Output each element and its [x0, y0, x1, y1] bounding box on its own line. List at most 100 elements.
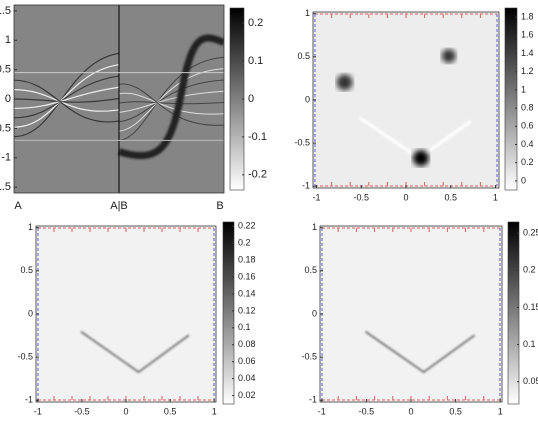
colorbar-tick-label: 0.14: [238, 288, 256, 298]
v-shape: [80, 330, 190, 374]
colorbar-tick-label: 0.6: [521, 121, 534, 131]
y-tick-label: -0.5: [294, 138, 310, 148]
colorbar: [229, 7, 245, 191]
colorbar-tick-label: 1.2: [521, 66, 534, 76]
y-tick-label: 0: [28, 308, 33, 318]
y-tick-label: 0.5: [0, 64, 11, 76]
wave-curve: [118, 56, 224, 142]
wave-curve: [118, 90, 224, 113]
colorbar-tick-label: 0.18: [238, 254, 256, 264]
panel: -1.5 -1 -0.5 0 0.5 1 1.5 A A|B B -0.2 -0.1 0 0.1 0.2: [0, 4, 267, 212]
colorbar-tick-label: 1.8: [521, 11, 534, 21]
colorbar-tick-label: 0.16: [238, 271, 256, 281]
x-category-label: A|B: [110, 200, 128, 212]
colorbar-tick-label: 0.05: [523, 376, 538, 386]
colorbar-tick-label: 0.12: [238, 305, 256, 315]
y-tick-label: -1.5: [0, 181, 11, 193]
colorbar-tick-label: -0.1: [248, 131, 267, 143]
y-tick-label: -1: [1, 152, 11, 164]
colorbar: [504, 7, 518, 191]
x-tick-label: 1: [493, 192, 498, 202]
colorbar-tick-label: 0.04: [238, 373, 256, 383]
y-tick-label: -0.5: [17, 352, 33, 362]
v-shape: [365, 330, 476, 373]
x-category-label: B: [216, 200, 223, 212]
colorbar-tick-label: 0.1: [523, 339, 536, 349]
colorbar-tick-label: 1.4: [521, 48, 534, 58]
colorbar-tick-label: 0.2: [248, 17, 263, 29]
y-tick-label: 0.5: [304, 265, 317, 275]
colorbar-tick-label: 0.22: [238, 221, 256, 231]
x-tick-label: 0: [403, 192, 408, 202]
wave-curve: [118, 101, 224, 105]
colorbar-tick-label: 0.2: [521, 157, 534, 167]
x-tick-label: 0: [123, 406, 128, 416]
colorbar-tick-label: 1: [521, 84, 526, 94]
colorbar-tick-label: 0.8: [521, 102, 534, 112]
x-category-label: A: [14, 200, 22, 212]
y-tick-label: -1: [309, 395, 317, 405]
x-tick-label: 0.5: [449, 406, 462, 416]
wave-curve: [118, 83, 224, 126]
y-tick-label: 1: [312, 222, 317, 232]
colorbar: [507, 221, 520, 405]
colorbar-tick-label: 0.06: [238, 356, 256, 366]
spot: [336, 74, 353, 91]
colorbar-tick-label: 1.6: [521, 30, 534, 40]
x-tick-label: -1: [313, 192, 321, 202]
x-tick-label: -0.5: [74, 406, 90, 416]
colorbar-tick-label: 0: [248, 93, 254, 105]
x-tick-label: -1: [318, 406, 326, 416]
y-tick-label: -0.5: [0, 122, 11, 134]
x-tick-label: 0: [408, 406, 413, 416]
image: [14, 5, 224, 193]
colorbar-tick-label: 0.2: [523, 265, 536, 275]
wave-curve: [118, 79, 224, 123]
wave-curve: [118, 92, 224, 115]
x-tick-label: 1: [212, 406, 217, 416]
wave-curve: [14, 86, 120, 109]
panel: -1 -0.5 0 0.5 1 -1 -0.5 0 0.5 1 0.05 0.1 0.15 0.2 0.25: [301, 221, 538, 416]
wave-curve: [118, 68, 224, 132]
wave-curve: [14, 75, 120, 119]
y-tick-label: 0: [305, 94, 310, 104]
colorbar-tick-label: 0.08: [238, 339, 256, 349]
colorbar-tick-label: 0.1: [238, 322, 251, 332]
y-tick-label: 0.5: [297, 51, 310, 61]
wave-curve: [14, 89, 120, 112]
y-tick-label: 1.5: [0, 5, 11, 17]
y-tick-label: -1: [302, 181, 310, 191]
colorbar-tick-label: 0: [521, 175, 526, 185]
colorbar-tick-label: 0.25: [523, 228, 538, 238]
image: [320, 226, 502, 402]
x-tick-label: -0.5: [354, 192, 370, 202]
y-tick-label: -0.5: [301, 352, 317, 362]
x-tick-label: 0.5: [444, 192, 457, 202]
colorbar-tick-label: 0.4: [521, 139, 534, 149]
y-tick-label: 0: [5, 93, 11, 105]
x-tick-label: 0.5: [164, 406, 177, 416]
wave-curve: [14, 79, 120, 123]
panel: -1 -0.5 0 0.5 1 -1 -0.5 0 0.5 1 0.02 0.04 0.06 0.08 0.…: [17, 221, 255, 417]
x-tick-label: -1: [34, 406, 42, 416]
spot: [412, 150, 429, 167]
spot: [441, 49, 456, 63]
colorbar: [222, 221, 235, 405]
wave-curve: [14, 97, 120, 103]
wave-curve: [14, 52, 120, 138]
y-tick-label: 0: [312, 308, 317, 318]
x-tick-label: 1: [498, 406, 503, 416]
y-tick-label: -1: [25, 395, 33, 405]
colorbar-tick-label: 0.15: [523, 302, 538, 312]
x-tick-label: -0.5: [359, 406, 375, 416]
y-tick-label: 1: [28, 222, 33, 232]
y-tick-label: 1: [5, 34, 11, 46]
y-tick-label: 1: [305, 8, 310, 18]
colorbar-tick-label: -0.2: [248, 169, 267, 181]
colorbar-tick-label: 0.2: [238, 238, 251, 248]
panel: -1 -0.5 0 0.5 1 -1 -0.5 0 0.5 1 0 0.2 0.4 0.6 0.8 1 1.2 1…: [294, 7, 534, 202]
colorbar-tick-label: 0.1: [248, 55, 263, 67]
image: [36, 226, 216, 402]
colorbar-tick-label: 0.02: [238, 390, 256, 400]
